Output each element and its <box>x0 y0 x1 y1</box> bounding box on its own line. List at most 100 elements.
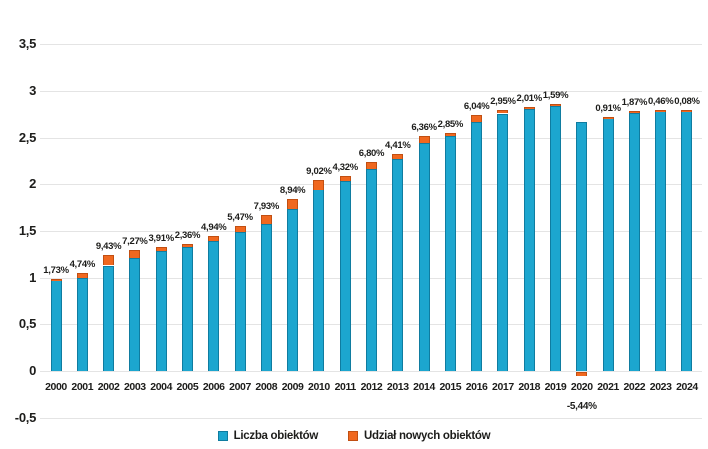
gridline-y-2,5 <box>40 138 702 139</box>
pct-label-2020: -5,44% <box>566 401 597 412</box>
x-axis-tick-2014: 2014 <box>413 381 435 393</box>
bar-2005-liczba-obiektow <box>182 247 193 371</box>
pct-label-2006: 4,94% <box>201 222 227 233</box>
legend-swatch-blue-icon <box>217 431 228 441</box>
bar-2009-udzial-nowych <box>287 199 298 209</box>
bar-2022-udzial-nowych <box>629 111 640 113</box>
bar-2003-udzial-nowych <box>129 250 140 258</box>
y-axis-tick-label: 1,5 <box>18 223 36 238</box>
bar-2016-liczba-obiektow <box>471 122 482 371</box>
y-axis-tick-label: 3 <box>29 83 36 98</box>
pct-label-2005: 2,36% <box>174 230 201 241</box>
bar-2011-udzial-nowych <box>340 176 351 181</box>
legend-item-liczba-obiektow: Liczba obiektów <box>217 430 319 442</box>
bar-2008-liczba-obiektow <box>261 224 272 371</box>
bar-2007-udzial-nowych <box>235 226 246 232</box>
legend-item-udzial-nowych-obiektow: Udział nowych obiektów <box>348 430 491 442</box>
x-axis-tick-2000: 2000 <box>45 381 67 393</box>
x-axis-tick-2002: 2002 <box>97 381 120 393</box>
pct-label-2010: 9,02% <box>306 166 332 177</box>
x-axis-tick-2012: 2012 <box>360 381 383 393</box>
x-axis-tick-2001: 2001 <box>71 381 94 393</box>
bar-2020-udzial-nowych <box>576 372 587 376</box>
bar-2001-udzial-nowych <box>77 273 88 278</box>
pct-label-2021: 0,91% <box>595 103 621 114</box>
y-axis-tick-label: 0 <box>29 363 36 378</box>
pct-label-2002: 9,43% <box>95 241 122 252</box>
pct-label-2000: 1,73% <box>43 265 69 276</box>
x-axis-tick-2018: 2018 <box>518 381 541 393</box>
pct-label-2012: 6,80% <box>358 148 385 159</box>
bar-2023-liczba-obiektow <box>655 111 666 371</box>
x-axis-tick-2008: 2008 <box>255 381 278 393</box>
pct-label-2004: 3,91% <box>148 233 174 244</box>
x-axis-tick-2022: 2022 <box>623 381 646 393</box>
pct-label-2011: 4,32% <box>332 162 358 173</box>
bar-2006-udzial-nowych <box>208 236 219 241</box>
pct-label-2023: 0,46% <box>647 96 674 107</box>
x-axis-tick-2013: 2013 <box>386 381 409 393</box>
bar-2015-udzial-nowych <box>445 133 456 136</box>
bar-2004-liczba-obiektow <box>156 251 167 371</box>
bar-2010-udzial-nowych <box>313 180 324 190</box>
pct-label-2001: 4,74% <box>69 259 96 270</box>
x-axis-tick-2005: 2005 <box>176 381 199 393</box>
x-axis-tick-2006: 2006 <box>202 381 225 393</box>
legend-label: Udział nowych obiektów <box>364 430 491 442</box>
pct-label-2015: 2,85% <box>437 119 464 130</box>
bar-2015-liczba-obiektow <box>445 136 456 371</box>
gridline-y-3 <box>40 91 702 92</box>
y-axis-tick-label: -0,5 <box>14 410 37 425</box>
bar-2024-udzial-nowych <box>681 110 692 112</box>
bar-2002-liczba-obiektow <box>103 266 114 371</box>
bar-2022-liczba-obiektow <box>629 113 640 371</box>
bar-2017-liczba-obiektow <box>497 114 508 371</box>
bar-2010-liczba-obiektow <box>313 189 324 371</box>
pct-label-2022: 1,87% <box>621 97 648 108</box>
x-axis-tick-2015: 2015 <box>439 381 462 393</box>
bar-2021-liczba-obiektow <box>603 118 614 371</box>
y-axis-tick-label: 0,5 <box>18 316 36 331</box>
x-axis-tick-2019: 2019 <box>544 381 567 393</box>
bar-2002-udzial-nowych <box>103 255 114 265</box>
bar-2000-liczba-obiektow <box>51 280 62 371</box>
x-axis-tick-2009: 2009 <box>281 381 304 393</box>
pct-label-2014: 6,36% <box>411 122 437 133</box>
bar-2014-udzial-nowych <box>419 136 430 143</box>
bar-2000-udzial-nowych <box>51 279 62 281</box>
legend-label: Liczba obiektów <box>233 430 319 442</box>
pct-label-2018: 2,01% <box>516 93 543 104</box>
bar-2008-udzial-nowych <box>261 215 272 224</box>
chart-legend: Liczba obiektów Udział nowych obiektów <box>0 426 708 446</box>
pct-label-2007: 5,47% <box>227 212 253 223</box>
bar-2014-liczba-obiektow <box>419 143 430 371</box>
bar-2016-udzial-nowych <box>471 115 482 122</box>
bar-2003-liczba-obiektow <box>129 258 140 371</box>
bar-2012-udzial-nowych <box>366 162 377 169</box>
x-axis-tick-2023: 2023 <box>649 381 672 393</box>
bar-2013-liczba-obiektow <box>392 159 403 371</box>
x-axis-tick-2020: 2020 <box>570 381 593 393</box>
pct-label-2009: 8,94% <box>279 185 306 196</box>
bar-2023-udzial-nowych <box>655 110 666 112</box>
bar-2012-liczba-obiektow <box>366 169 377 371</box>
bar-2009-liczba-obiektow <box>287 209 298 371</box>
bar-2013-udzial-nowych <box>392 154 403 159</box>
x-axis-tick-2024: 2024 <box>676 381 698 393</box>
bar-2017-udzial-nowych <box>497 110 508 113</box>
bar-2020-liczba-obiektow <box>576 122 587 371</box>
bar-2019-liczba-obiektow <box>550 106 561 371</box>
pct-label-2016: 6,04% <box>463 101 490 112</box>
y-axis-tick-label: 2 <box>29 176 36 191</box>
x-axis-tick-2004: 2004 <box>150 381 173 393</box>
bar-2018-udzial-nowych <box>524 107 535 109</box>
pct-label-2019: 1,59% <box>542 90 569 101</box>
bar-2004-udzial-nowych <box>156 247 167 251</box>
pct-label-2013: 4,41% <box>385 140 411 151</box>
bar-2001-liczba-obiektow <box>77 278 88 371</box>
x-axis-tick-2021: 2021 <box>597 381 619 393</box>
bar-2007-liczba-obiektow <box>235 232 246 371</box>
x-axis-tick-2003: 2003 <box>123 381 146 393</box>
y-axis-tick-label: 1 <box>29 270 36 285</box>
